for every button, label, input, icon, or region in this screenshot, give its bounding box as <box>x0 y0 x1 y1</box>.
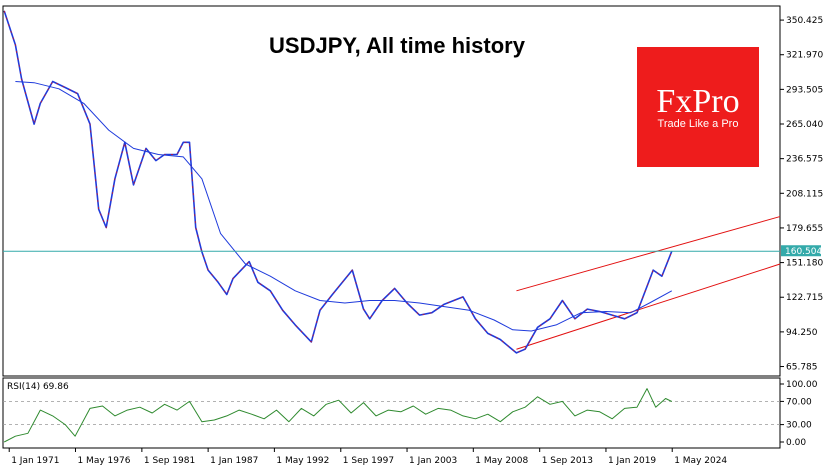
price-tick-label: 179.655 <box>786 224 823 234</box>
price-tick-label: 65.785 <box>786 363 818 373</box>
rsi-series <box>3 388 673 443</box>
rsi-panel <box>2 377 781 449</box>
current-price-tag-bg <box>781 245 821 257</box>
price-tick-label: 236.575 <box>786 155 823 165</box>
rsi-line <box>3 388 673 443</box>
channel-lower-line <box>516 263 781 350</box>
price-tick-label: 151.180 <box>786 259 823 269</box>
rsi-tick-label: 0.00 <box>786 438 806 448</box>
logo-box <box>637 47 759 167</box>
x-tick-label: 1 Jan 2019 <box>608 456 656 466</box>
price-tick-label: 208.115 <box>786 189 823 199</box>
price-series <box>3 10 673 354</box>
x-axis: 1 Jan 1971 1 May 1976 1 Sep 1981 1 Jan 1987… <box>8 448 727 466</box>
price-candle-accents <box>3 10 673 354</box>
x-tick-label: 1 May 2024 <box>674 456 727 466</box>
price-tick-label: 321.970 <box>786 51 823 61</box>
logo-tagline: Trade Like a Pro <box>658 118 739 130</box>
chart-title: USDJPY, All time history <box>269 33 526 58</box>
x-tick-label: 1 May 1992 <box>276 456 329 466</box>
x-tick-label: 1 May 2008 <box>475 456 528 466</box>
current-price-tag: 160.504 <box>781 245 822 257</box>
channel-upper-line <box>516 216 781 292</box>
x-tick-label: 1 Jan 2003 <box>409 456 457 466</box>
current-price-label: 160.504 <box>785 247 822 257</box>
rsi-tick-label: 70.00 <box>786 397 812 407</box>
logo-brand: FxPro <box>656 83 739 120</box>
x-tick-label: 1 Jan 1987 <box>210 456 258 466</box>
moving-average-line <box>15 81 673 332</box>
trend-channel <box>516 216 781 350</box>
rsi-axis: 100.00 70.00 30.00 0.00 <box>3 380 818 448</box>
price-tick-label: 265.040 <box>786 120 823 130</box>
price-tick-label: 122.715 <box>786 293 823 303</box>
rsi-tick-label: 30.00 <box>786 421 812 431</box>
x-tick-label: 1 Sep 1997 <box>343 456 394 466</box>
price-axis: 350.425 321.970 293.505 265.040 236.575 208.1… <box>780 16 823 373</box>
x-tick-label: 1 Sep 2013 <box>542 456 593 466</box>
fxpro-logo: FxPro Trade Like a Pro <box>637 47 759 167</box>
x-tick-label: 1 Jan 1971 <box>11 456 59 466</box>
x-tick-label: 1 Sep 1981 <box>144 456 195 466</box>
price-tick-label: 350.425 <box>786 16 823 26</box>
rsi-tick-label: 100.00 <box>786 380 818 390</box>
rsi-indicator-label: RSI(14) 69.86 <box>7 382 69 392</box>
price-tick-label: 94.250 <box>786 328 818 338</box>
price-tick-label: 293.505 <box>786 85 823 95</box>
x-tick-label: 1 May 1976 <box>77 456 130 466</box>
